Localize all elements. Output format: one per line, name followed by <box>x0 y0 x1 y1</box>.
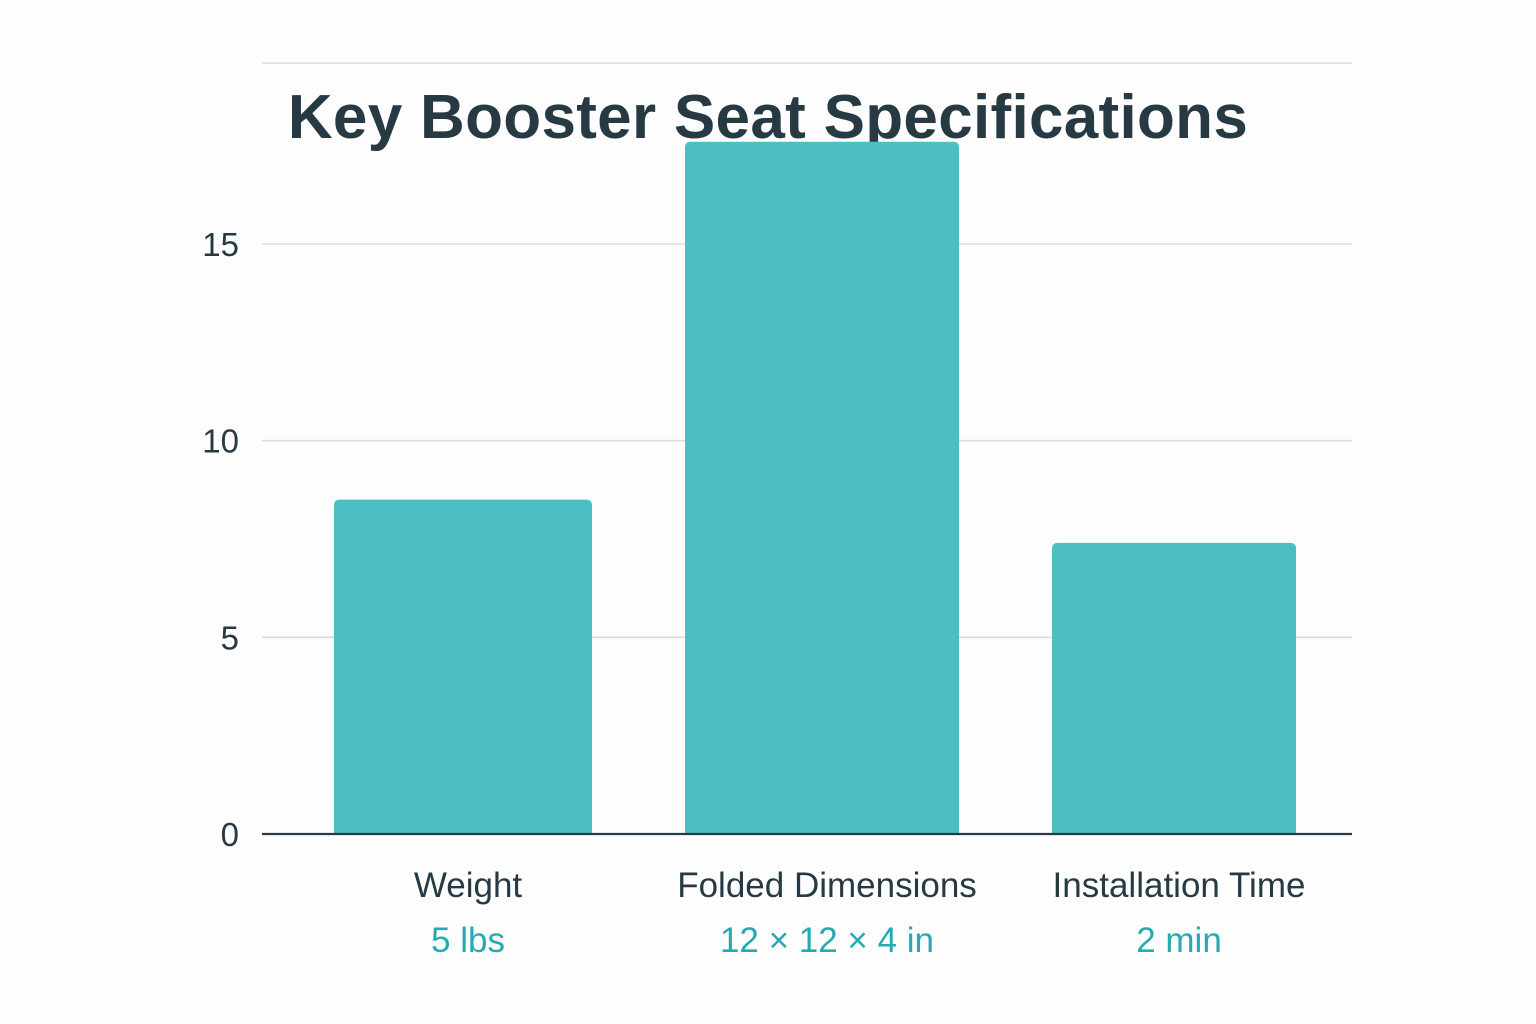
y-tick-label: 10 <box>202 423 239 460</box>
value-label: 2 min <box>1136 921 1222 960</box>
value-label: 12 × 12 × 4 in <box>720 921 934 960</box>
value-label: 5 lbs <box>431 921 505 960</box>
chart-title: Key Booster Seat Specifications <box>287 83 1249 152</box>
y-tick-label: 0 <box>221 816 239 853</box>
category-label: Weight <box>414 866 523 905</box>
bar <box>334 499 592 834</box>
category-label: Folded Dimensions <box>677 866 977 905</box>
bar-base <box>685 826 959 834</box>
bar <box>685 141 959 834</box>
category-label: Installation Time <box>1053 866 1306 905</box>
bar-base <box>1052 826 1296 834</box>
bar-base <box>334 826 592 834</box>
y-tick-label: 15 <box>202 226 239 263</box>
y-tick-label: 5 <box>221 619 239 656</box>
bar <box>1052 542 1296 834</box>
